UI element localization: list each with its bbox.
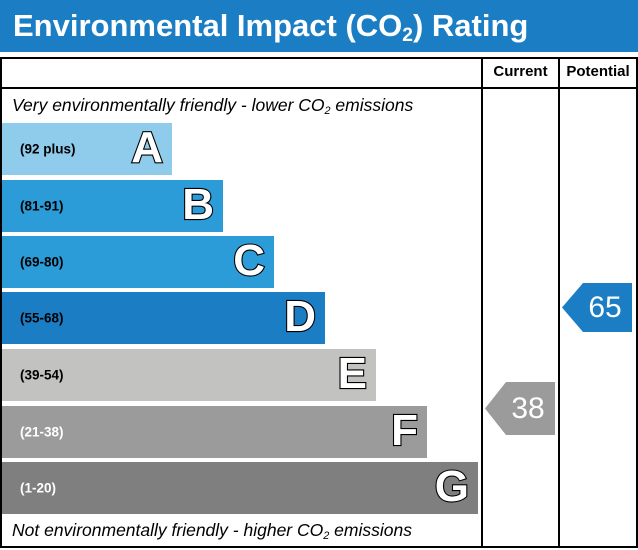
band-range-label: (69-80)	[20, 254, 64, 270]
caption-very-friendly: Very environmentally friendly - lower CO…	[12, 95, 414, 118]
chart-title: Environmental Impact (CO2) Rating	[13, 8, 529, 47]
band-letter: B	[181, 180, 215, 230]
band-letter: A	[130, 123, 164, 173]
band-letter: E	[337, 349, 369, 399]
potential-rating-value: 65	[588, 290, 622, 324]
band-f: (21-38) F	[2, 406, 427, 458]
band-range-label: (21-38)	[20, 424, 64, 440]
band-a: (92 plus) A	[2, 123, 172, 175]
band-g: (1-20) G	[2, 462, 478, 514]
current-rating-value: 38	[511, 391, 545, 425]
band-range-label: (39-54)	[20, 367, 64, 383]
caption-not-friendly: Not environmentally friendly - higher CO…	[12, 520, 412, 543]
band-c: (69-80) C	[2, 236, 274, 288]
potential-column-divider	[558, 57, 560, 548]
band-range-label: (92 plus)	[20, 141, 76, 157]
band-letter: F	[390, 406, 419, 456]
band-letter: C	[232, 236, 266, 286]
band-range-label: (1-20)	[20, 480, 57, 496]
band-b: (81-91) B	[2, 180, 223, 232]
chart-title-bar: Environmental Impact (CO2) Rating	[0, 0, 638, 52]
column-header-potential: Potential	[566, 63, 630, 80]
table-header-divider	[0, 87, 638, 89]
band-letter: G	[434, 462, 470, 512]
band-letter: D	[283, 292, 317, 342]
band-range-label: (55-68)	[20, 310, 64, 326]
band-e: (39-54) E	[2, 349, 376, 401]
band-range-label: (81-91)	[20, 198, 64, 214]
current-column-divider	[481, 57, 483, 548]
band-d: (55-68) D	[2, 292, 325, 344]
column-header-current: Current	[493, 63, 548, 80]
